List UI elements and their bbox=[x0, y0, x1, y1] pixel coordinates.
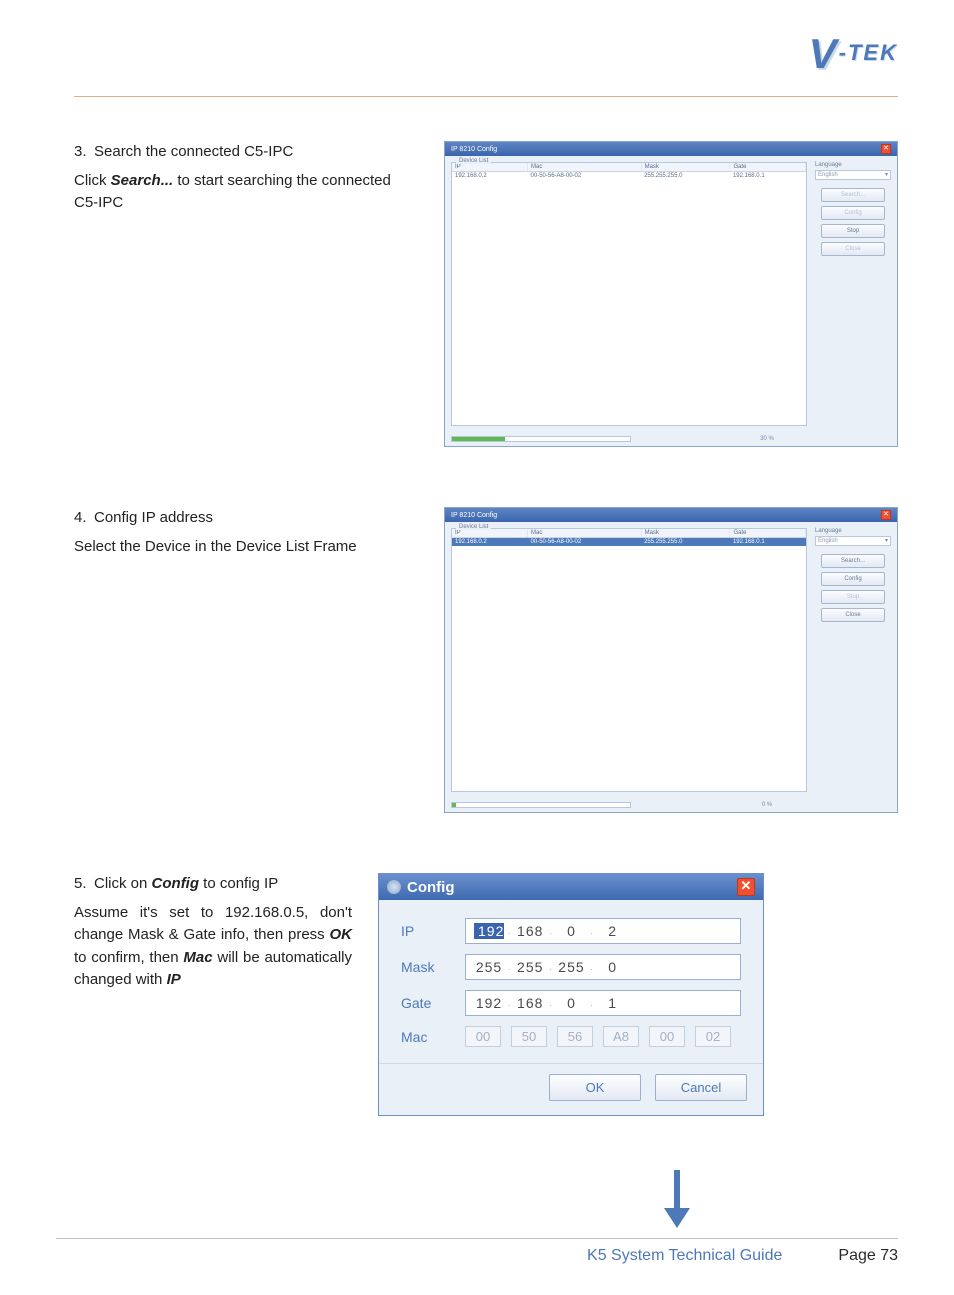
side-panel: Language English Search... Config Stop C… bbox=[815, 528, 891, 792]
mac-cell: 00 bbox=[649, 1026, 685, 1047]
device-list-label: Device List bbox=[456, 524, 491, 530]
step3-title: Search the connected C5-IPC bbox=[94, 143, 293, 160]
step5-title-prefix: Click on bbox=[94, 875, 152, 892]
side-panel: Language English Search... Config Stop C… bbox=[815, 162, 891, 426]
gear-icon bbox=[387, 880, 401, 894]
window-title: IP 8210 Config bbox=[451, 146, 497, 153]
page-header: V-TEK bbox=[74, 30, 898, 97]
device-list-frame: Device List IP Mac Mask Gate 192.168.0.2… bbox=[451, 528, 807, 792]
window-footer: 0 % bbox=[445, 798, 897, 812]
close-icon[interactable]: ✕ bbox=[881, 144, 891, 154]
col-gate: Gate bbox=[730, 163, 806, 172]
mac-cell: 56 bbox=[557, 1026, 593, 1047]
ok-button[interactable]: OK bbox=[549, 1074, 641, 1101]
step5-title-suffix: to config IP bbox=[199, 875, 278, 892]
device-list-label: Device List bbox=[456, 158, 491, 164]
progress-text: 30 % bbox=[637, 436, 897, 442]
dialog-titlebar: Config ✕ bbox=[379, 874, 763, 900]
dialog-title: Config bbox=[407, 879, 454, 896]
step3-body-bold: Search... bbox=[111, 172, 174, 189]
col-gate: Gate bbox=[730, 529, 806, 538]
col-mask: Mask bbox=[641, 529, 730, 538]
col-mask: Mask bbox=[641, 163, 730, 172]
step3-number: 3. bbox=[74, 141, 94, 164]
table-row[interactable]: 192.168.0.2 00-50-56-A8-00-02 255.255.25… bbox=[452, 172, 806, 181]
logo-v: V bbox=[809, 30, 839, 77]
close-icon[interactable]: ✕ bbox=[881, 510, 891, 520]
stop-button[interactable]: Stop bbox=[821, 590, 885, 604]
page-footer: K5 System Technical Guide Page 73 bbox=[56, 1238, 898, 1265]
device-table: IP Mac Mask Gate 192.168.0.2 00-50-56-A8… bbox=[452, 529, 806, 546]
step3-body-prefix: Click bbox=[74, 172, 111, 189]
config-dialog: Config ✕ IP 192.168.0.2 Mask 255.255.255… bbox=[378, 873, 764, 1116]
footer-page: Page 73 bbox=[838, 1247, 898, 1265]
progress-bar bbox=[451, 802, 631, 808]
gate-label: Gate bbox=[401, 995, 465, 1011]
mac-cell: 50 bbox=[511, 1026, 547, 1047]
window-footer: 30 % bbox=[445, 432, 897, 446]
step4-title: Config IP address bbox=[94, 509, 213, 526]
ip-input[interactable]: 192.168.0.2 bbox=[465, 918, 741, 944]
ip-label: IP bbox=[401, 923, 465, 939]
device-table: IP Mac Mask Gate 192.168.0.2 00-50-56-A8… bbox=[452, 163, 806, 180]
mask-input[interactable]: 255.255.255.0 bbox=[465, 954, 741, 980]
logo: V-TEK bbox=[809, 30, 898, 78]
mac-cell: 00 bbox=[465, 1026, 501, 1047]
progress-text: 0 % bbox=[637, 802, 897, 808]
close-button[interactable]: Close bbox=[821, 242, 885, 256]
mask-label: Mask bbox=[401, 959, 465, 975]
mac-label: Mac bbox=[401, 1029, 465, 1045]
search-button[interactable]: Search... bbox=[821, 188, 885, 202]
window-titlebar: IP 8210 Config ✕ bbox=[445, 142, 897, 156]
gate-input[interactable]: 192.168.0.1 bbox=[465, 990, 741, 1016]
window-titlebar: IP 8210 Config ✕ bbox=[445, 508, 897, 522]
col-mac: Mac bbox=[528, 529, 642, 538]
step-3: 3.Search the connected C5-IPC Click Sear… bbox=[74, 141, 898, 447]
mac-cell: A8 bbox=[603, 1026, 639, 1047]
config-button[interactable]: Config bbox=[821, 572, 885, 586]
cancel-button[interactable]: Cancel bbox=[655, 1074, 747, 1101]
search-button[interactable]: Search... bbox=[821, 554, 885, 568]
table-row[interactable]: 192.168.0.2 00-50-56-A8-00-02 255.255.25… bbox=[452, 538, 806, 547]
mac-cell: 02 bbox=[695, 1026, 731, 1047]
language-select[interactable]: English bbox=[815, 170, 891, 180]
device-list-frame: Device List IP Mac Mask Gate 192.168.0.2… bbox=[451, 162, 807, 426]
close-icon[interactable]: ✕ bbox=[737, 878, 755, 896]
window-title: IP 8210 Config bbox=[451, 512, 497, 519]
step5-title-bold: Config bbox=[152, 875, 199, 892]
language-label: Language bbox=[815, 528, 891, 534]
stop-button[interactable]: Stop bbox=[821, 224, 885, 238]
footer-guide: K5 System Technical Guide bbox=[587, 1247, 782, 1265]
step4-window: IP 8210 Config ✕ Device List IP Mac Mask… bbox=[444, 507, 898, 813]
col-ip: IP bbox=[452, 163, 528, 172]
step3-window: IP 8210 Config ✕ Device List IP Mac Mask… bbox=[444, 141, 898, 447]
col-ip: IP bbox=[452, 529, 528, 538]
step-4: 4.Config IP address Select the Device in… bbox=[74, 507, 898, 813]
step4-number: 4. bbox=[74, 507, 94, 530]
arrow-down-icon bbox=[660, 1170, 694, 1228]
step-5: 5.Click on Config to config IP Assume it… bbox=[74, 873, 898, 1116]
progress-bar bbox=[451, 436, 631, 442]
step5-number: 5. bbox=[74, 873, 94, 896]
language-label: Language bbox=[815, 162, 891, 168]
col-mac: Mac bbox=[528, 163, 642, 172]
config-button[interactable]: Config bbox=[821, 206, 885, 220]
step4-body: Select the Device in the Device List Fra… bbox=[74, 536, 418, 559]
close-button[interactable]: Close bbox=[821, 608, 885, 622]
language-select[interactable]: English bbox=[815, 536, 891, 546]
logo-tek: -TEK bbox=[839, 40, 898, 65]
